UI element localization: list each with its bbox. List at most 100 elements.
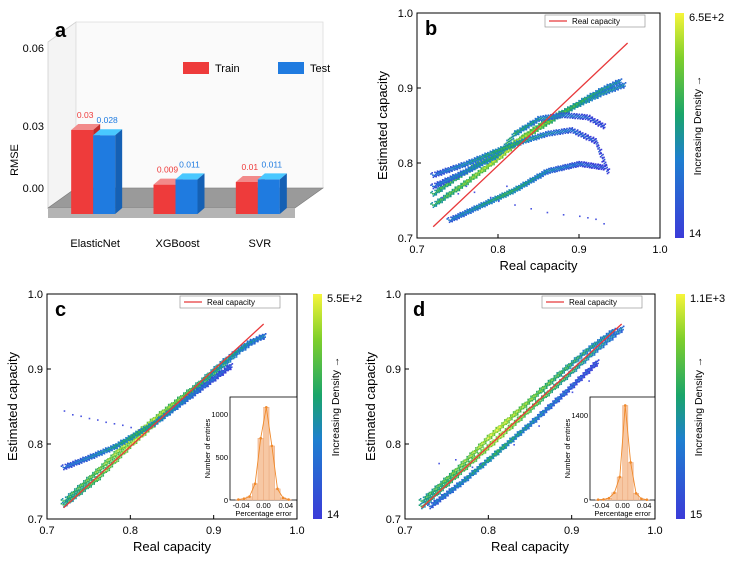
scatter-point (230, 358, 233, 360)
scatter-point (468, 163, 470, 165)
reference-line (63, 323, 265, 509)
scatter-point (598, 165, 601, 167)
scatter-point (534, 175, 537, 178)
scatter-point (553, 170, 556, 173)
scatter-point (259, 336, 262, 339)
scatter-point (464, 209, 466, 212)
scatter-point (616, 84, 618, 86)
scatter-point (491, 444, 494, 447)
scatter-point (519, 185, 521, 187)
scatter-point (212, 368, 214, 371)
scatter-point (523, 137, 526, 140)
scatter-point (431, 498, 433, 501)
scatter-point (520, 128, 523, 131)
scatter-point (523, 125, 525, 128)
scatter-point (219, 375, 222, 378)
scatter-point (470, 164, 473, 167)
scatter-point (88, 485, 91, 487)
scatter-point (558, 166, 561, 168)
scatter-point (459, 215, 461, 218)
x-tick-label: 0.7 (39, 525, 54, 537)
scatter-point (582, 164, 585, 167)
scatter-point (90, 477, 92, 480)
scatter-point (188, 392, 191, 395)
scatter-point (448, 221, 451, 224)
scatter-point (463, 173, 466, 175)
scatter-point (605, 85, 607, 88)
scatter-point (164, 406, 167, 409)
scatter-point (600, 91, 602, 93)
scatter-point (468, 176, 471, 179)
scatter-point (96, 452, 98, 454)
scatter-point (512, 143, 514, 145)
scatter-point (586, 97, 588, 100)
scatter-point (615, 87, 618, 90)
scatter-point (194, 387, 197, 389)
scatter-point (486, 159, 488, 162)
scatter-point (448, 483, 450, 485)
scatter-point (499, 149, 502, 152)
scatter-point (568, 111, 570, 114)
scatter-point (467, 178, 470, 181)
scatter-point (481, 202, 484, 205)
scatter-point (553, 383, 555, 386)
scatter-point (86, 458, 89, 460)
scatter-point (566, 110, 568, 113)
scatter-point (215, 371, 218, 373)
scatter-point (182, 399, 184, 401)
scatter-point (177, 404, 180, 407)
scatter-point (94, 480, 97, 483)
scatter-point (618, 82, 621, 85)
scatter-point (537, 135, 540, 138)
scatter-point (437, 201, 440, 204)
scatter-point (550, 132, 553, 134)
scatter-point (442, 184, 445, 187)
scatter-point (560, 114, 563, 117)
scatter-point (251, 339, 254, 342)
scatter-point (444, 198, 446, 200)
scatter-point (120, 440, 122, 443)
scatter-point (520, 140, 522, 142)
scatter-point (462, 183, 464, 186)
scatter-point (112, 462, 115, 465)
scatter-point (172, 405, 174, 407)
scatter-point (512, 141, 514, 144)
scatter-point (482, 169, 485, 171)
scatter-point (239, 346, 242, 349)
scatter-point (582, 102, 584, 104)
scatter-point (621, 82, 624, 85)
scatter-point (447, 182, 449, 184)
inset-y-label: Number of entries (203, 418, 212, 478)
scatter-point (467, 213, 470, 215)
scatter-point (104, 447, 107, 449)
x-tick-label: 0.8 (481, 525, 496, 537)
scatter-point (464, 171, 467, 174)
scatter-point (460, 162, 463, 164)
scatter-point (468, 211, 470, 213)
scatter-point (447, 176, 449, 179)
scatter-point (606, 166, 608, 169)
scatter-point (538, 120, 540, 122)
scatter-point (441, 179, 444, 181)
scatter-point (88, 417, 91, 420)
scatter-point (452, 193, 455, 195)
scatter-point (561, 132, 564, 135)
scatter-point (513, 419, 516, 422)
scatter-point (81, 487, 83, 490)
scatter-point (436, 185, 438, 187)
scatter-point (441, 200, 443, 203)
y-axis-label: RMSE (9, 144, 21, 176)
scatter-point (224, 363, 227, 365)
scatter-point (566, 166, 568, 169)
scatter-point (554, 116, 557, 119)
scatter-point (446, 180, 449, 182)
scatter-point (123, 440, 125, 443)
scatter-point (501, 155, 504, 158)
scatter-point (489, 198, 492, 200)
scatter-point (592, 93, 595, 95)
scatter-point (513, 143, 516, 146)
scatter-point (591, 99, 593, 102)
scatter-point (547, 134, 549, 136)
scatter-point (107, 458, 110, 461)
scatter-point (590, 95, 592, 98)
